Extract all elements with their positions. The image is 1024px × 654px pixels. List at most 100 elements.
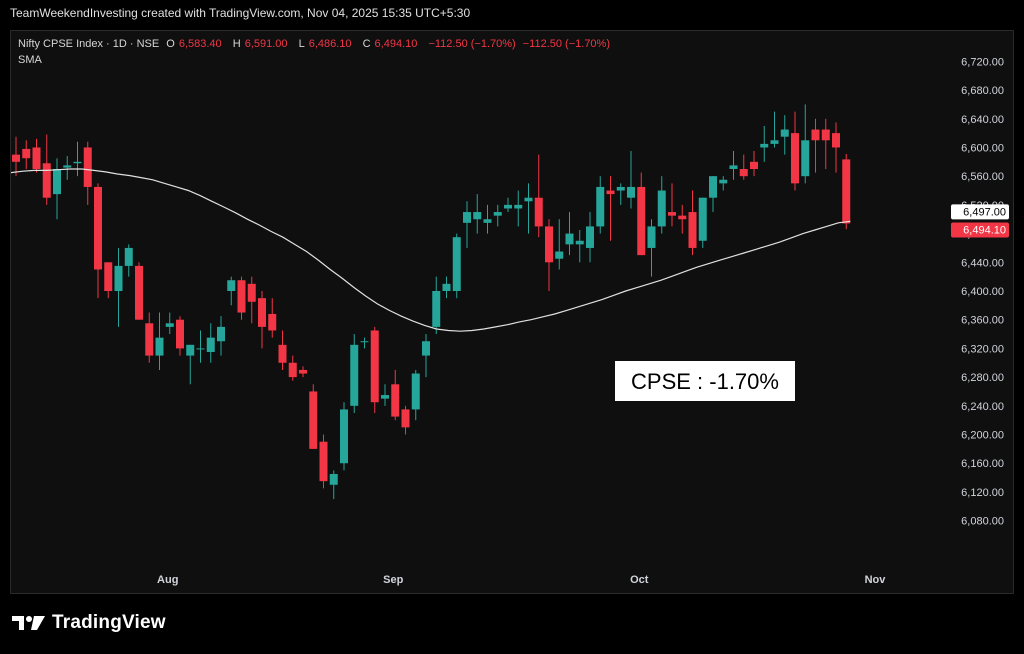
y-tick-label: 6,240.00 [961,401,1004,413]
candle-up [760,143,769,148]
candle-down [545,226,553,263]
price-label-text: 6,497.00 [963,206,1006,218]
candle-up [63,165,72,168]
candle-up [483,219,492,223]
y-tick-label: 6,560.00 [961,171,1004,183]
candle-down [534,197,543,227]
candle-up [432,291,441,327]
candle-up [657,190,666,227]
candle-up [780,129,789,137]
candle-up [627,186,635,198]
y-tick-label: 6,720.00 [961,56,1004,68]
candle-down [401,409,410,428]
candle-up [53,169,61,195]
candle-down [832,133,840,148]
chart-pane[interactable]: 6,720.00 6,680.00 6,640.00 6,600.00 6,560.00… [10,30,1014,594]
x-tick-label: Oct [630,574,649,586]
y-tick-label: 6,080.00 [961,516,1004,528]
candle-down [258,298,266,327]
legend-open-value: 6,583.40 [178,38,222,50]
tradingview-brand[interactable]: TradingView [12,612,166,634]
candle-up [647,226,656,248]
candle-up [206,337,215,352]
candle-up [155,337,164,356]
candle-up [196,348,205,350]
candle-up [217,326,225,342]
candle-down [299,369,307,374]
candle-up [596,186,605,227]
last-price-label: 6,494.10 [951,222,1009,238]
price-label-bg [951,222,1009,238]
tradingview-logo-icon [12,616,45,630]
candle-up [565,233,574,245]
candle-down [94,186,102,270]
candles-group [12,104,851,500]
candle-down [176,319,184,349]
candle-down [842,159,851,224]
candle-down [268,313,277,331]
legend-sma-label[interactable]: SMA [18,54,42,66]
cpse-annotation: CPSE : -1.70% [615,361,795,401]
candle-up [616,186,625,191]
candle-up [124,247,133,266]
legend-close-value: 6,494.10 [374,38,418,50]
candle-down [83,147,92,187]
candle-up [719,179,728,184]
legend-change: −112.50 (−1.70%) [428,38,516,50]
candle-up [165,323,174,327]
candle-up [524,197,533,202]
candle-up [586,226,594,248]
y-tick-label: 6,120.00 [961,487,1004,499]
candle-down [247,283,256,302]
legend-high-label: H [232,38,241,50]
candle-up [555,251,564,259]
brand-name: TradingView [52,612,166,633]
candle-up [350,344,359,406]
candle-up [504,204,512,209]
candle-up [463,212,471,223]
candle-up [73,161,82,164]
legend-high-value: 6,591.00 [244,38,288,50]
candle-down [688,212,697,248]
candle-up [422,341,430,356]
candle-up [709,176,717,198]
candle-up [114,265,123,291]
chart-credit: TeamWeekendInvesting created with Tradin… [10,6,471,20]
candle-down [668,212,676,216]
y-tick-label: 6,360.00 [961,315,1004,327]
candle-down [370,330,379,403]
candle-up [340,409,348,464]
candle-down [12,154,20,162]
price-chart[interactable]: 6,720.00 6,680.00 6,640.00 6,600.00 6,560.00… [11,31,1013,593]
sma-line [11,168,851,332]
candle-down [22,148,31,159]
legend-low-value: 6,486.10 [308,38,352,50]
y-tick-label: 6,600.00 [961,142,1004,154]
y-tick-label: 6,440.00 [961,257,1004,269]
candle-down [811,129,820,141]
legend-change-2: −112.50 (−1.70%) [522,38,610,50]
y-tick-label: 6,320.00 [961,343,1004,355]
candle-down [278,344,287,363]
candle-down [637,186,646,256]
candle-up [698,197,707,241]
legend-close-label: C [362,38,371,50]
candle-up [729,165,738,169]
y-tick-label: 6,400.00 [961,286,1004,298]
y-tick-label: 6,160.00 [961,458,1004,470]
x-tick-label: Aug [157,574,178,586]
sma-price-label: 6,497.00 [951,204,1009,220]
candle-down [32,147,41,169]
candle-down [145,323,154,356]
candle-up [442,283,451,291]
candle-up [186,344,195,356]
candle-up [770,140,779,144]
candle-down [319,441,328,482]
legend-symbol[interactable]: Nifty CPSE Index · 1D · NSE [18,38,160,50]
candle-up [411,373,420,410]
candle-down [237,280,246,313]
candle-down [135,265,143,320]
candle-down [750,161,758,169]
